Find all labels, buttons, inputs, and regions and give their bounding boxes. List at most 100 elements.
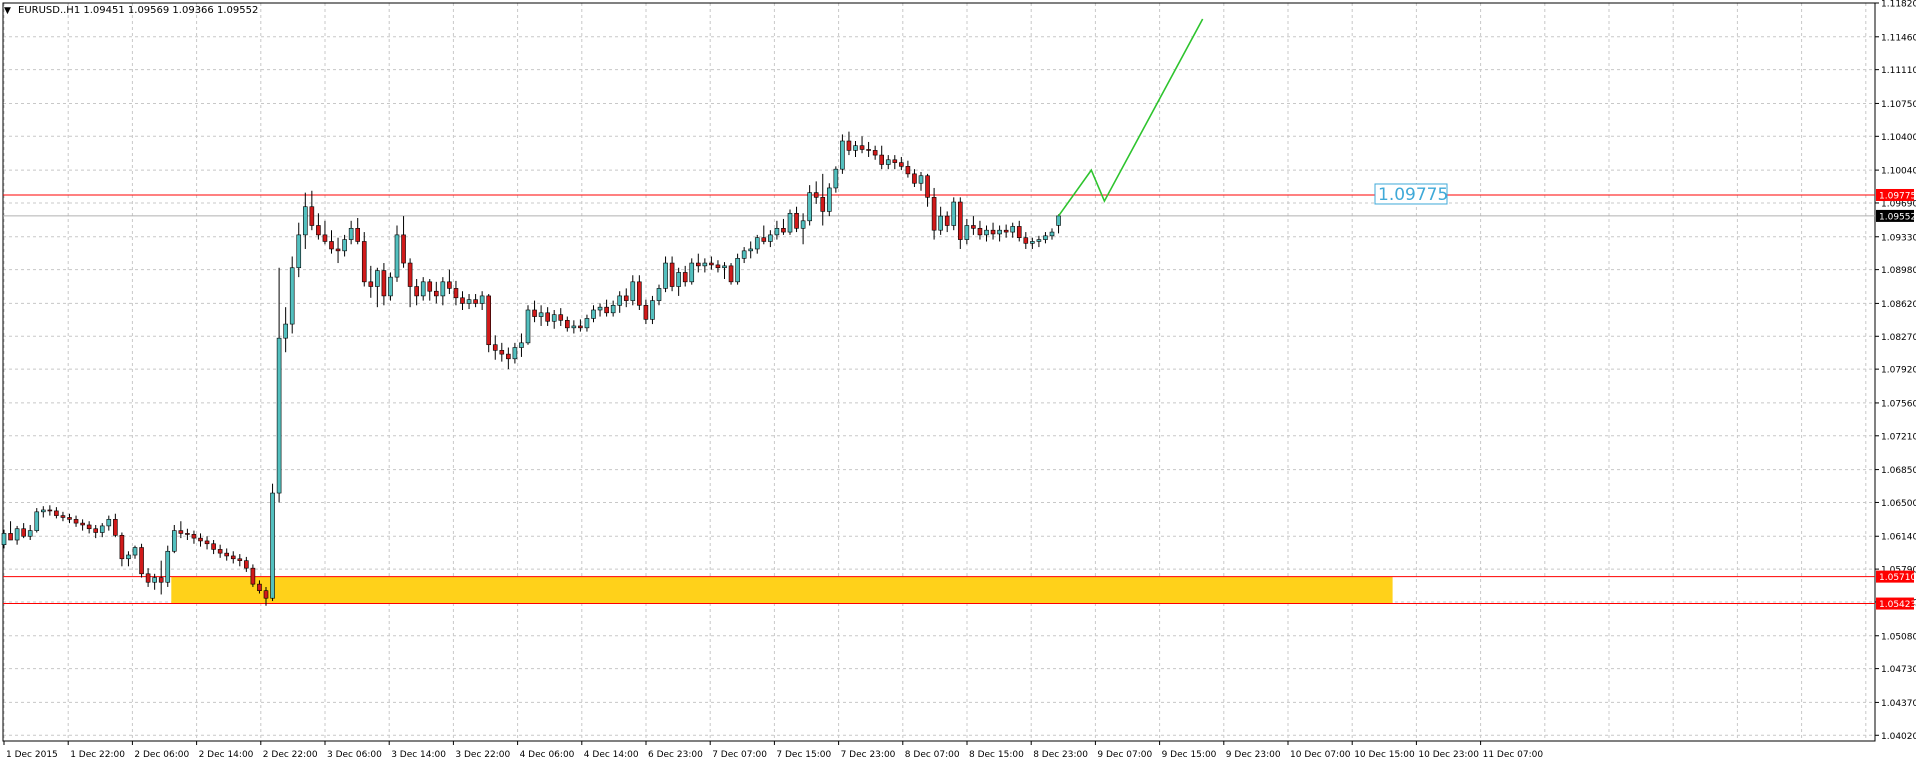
x-tick-label: 7 Dec 15:00 [776, 750, 831, 760]
candle-body [872, 150, 878, 156]
plot-background [0, 0, 1876, 741]
candle-body [813, 192, 819, 198]
candle-body [551, 314, 557, 322]
candle-body [86, 524, 92, 530]
candle-body [545, 312, 550, 322]
candle-body [532, 309, 537, 317]
y-tick-label: 1.09690 [1881, 199, 1916, 209]
y-tick-label: 1.05080 [1881, 632, 1916, 642]
candle-body [866, 149, 871, 151]
candle-body [237, 558, 243, 561]
projection-path [1057, 18, 1204, 217]
candle-body [656, 288, 662, 301]
y-tick-label: 1.11110 [1881, 66, 1916, 76]
candle-body [597, 306, 603, 311]
candle-body [833, 168, 839, 189]
candle-body [663, 262, 668, 289]
candle-body [361, 241, 367, 283]
candle-body [899, 162, 904, 167]
candle-body [689, 262, 695, 283]
x-tick-label: 1 Dec 2015 [6, 750, 58, 760]
candle-body [263, 590, 269, 599]
candle-body [119, 535, 125, 560]
candle-body [610, 304, 616, 314]
candle-body [912, 173, 917, 184]
triangle-down-icon[interactable]: ▼ [4, 6, 11, 16]
candle-body [388, 276, 393, 297]
candle-body [623, 295, 629, 301]
candle-body [440, 281, 446, 297]
y-tick-label: 1.06850 [1881, 466, 1916, 476]
candle-body [27, 530, 33, 537]
candle-body [1036, 239, 1042, 242]
candle-body [702, 262, 708, 267]
candle-body [925, 175, 930, 198]
candle-body [787, 212, 793, 233]
horizontal-lines [3, 194, 1875, 605]
candle-body [669, 262, 675, 287]
x-tick-label: 8 Dec 15:00 [969, 750, 1024, 760]
candle-body [971, 225, 976, 229]
x-tick-label: 7 Dec 07:00 [712, 750, 767, 760]
candle-body [695, 262, 701, 267]
y-tick-label: 1.07210 [1881, 432, 1916, 442]
candle-body [381, 270, 387, 297]
candle-body [394, 234, 400, 278]
candle-body [47, 509, 53, 512]
candle-body [283, 323, 288, 339]
x-tick-label: 4 Dec 06:00 [520, 750, 575, 760]
x-tick-label: 10 Dec 23:00 [1418, 750, 1479, 760]
candle-body [329, 241, 334, 250]
candle-body [846, 140, 852, 151]
candle-body [433, 290, 439, 297]
candle-body [165, 550, 171, 583]
x-tick-label: 2 Dec 14:00 [199, 750, 254, 760]
candle-body [637, 281, 642, 306]
candles [1, 131, 1061, 606]
candle-body [289, 267, 295, 325]
candle-body [768, 234, 773, 242]
price-label-badge [1876, 597, 1914, 610]
candle-body [512, 347, 518, 360]
price-axis[interactable]: 1.11820 1.11460 1.11110 1.10750 1.10400 1.100… [1875, 0, 1916, 742]
candle-body [1023, 237, 1029, 244]
y-tick-label: 1.04730 [1881, 665, 1916, 675]
candle-body [40, 509, 46, 513]
candle-body [957, 201, 963, 240]
x-tick-label: 9 Dec 15:00 [1162, 750, 1217, 760]
candle-body [892, 159, 898, 163]
candle-body [407, 262, 413, 287]
candle-body [185, 533, 190, 535]
projection-line [1057, 18, 1204, 217]
y-tick-label: 1.04020 [1881, 732, 1916, 742]
candle-body [754, 237, 760, 250]
candle-body [643, 304, 649, 320]
candle-body [126, 554, 131, 560]
candle-body [525, 309, 531, 344]
x-tick-label: 10 Dec 07:00 [1290, 750, 1351, 760]
candle-body [741, 250, 747, 259]
candle-body [794, 212, 799, 229]
x-tick-label: 9 Dec 23:00 [1226, 750, 1281, 760]
candle-body [139, 547, 144, 575]
candle-body [617, 295, 623, 306]
candle-body [990, 229, 996, 235]
y-tick-label: 1.07920 [1881, 366, 1916, 376]
y-tick-label: 1.05790 [1881, 566, 1916, 576]
y-tick-label: 1.10750 [1881, 100, 1916, 110]
candle-body [774, 228, 780, 236]
candle-body [853, 145, 858, 151]
y-tick-label: 1.10400 [1881, 133, 1916, 143]
y-tick-label: 1.11460 [1881, 33, 1916, 43]
candle-body [682, 272, 688, 283]
candle-body [984, 229, 989, 236]
candle-body [558, 314, 564, 321]
symbol-header: ▼ EURUSD..H1 1.09451 1.09569 1.09366 1.0… [4, 5, 258, 16]
time-axis[interactable]: 1 Dec 2015 1 Dec 22:00 2 Dec 06:00 2 Dec 14… [3, 741, 1543, 760]
candle-body [145, 573, 151, 583]
candle-body [820, 197, 826, 212]
candle-body [781, 228, 786, 233]
candle-body [401, 234, 406, 264]
